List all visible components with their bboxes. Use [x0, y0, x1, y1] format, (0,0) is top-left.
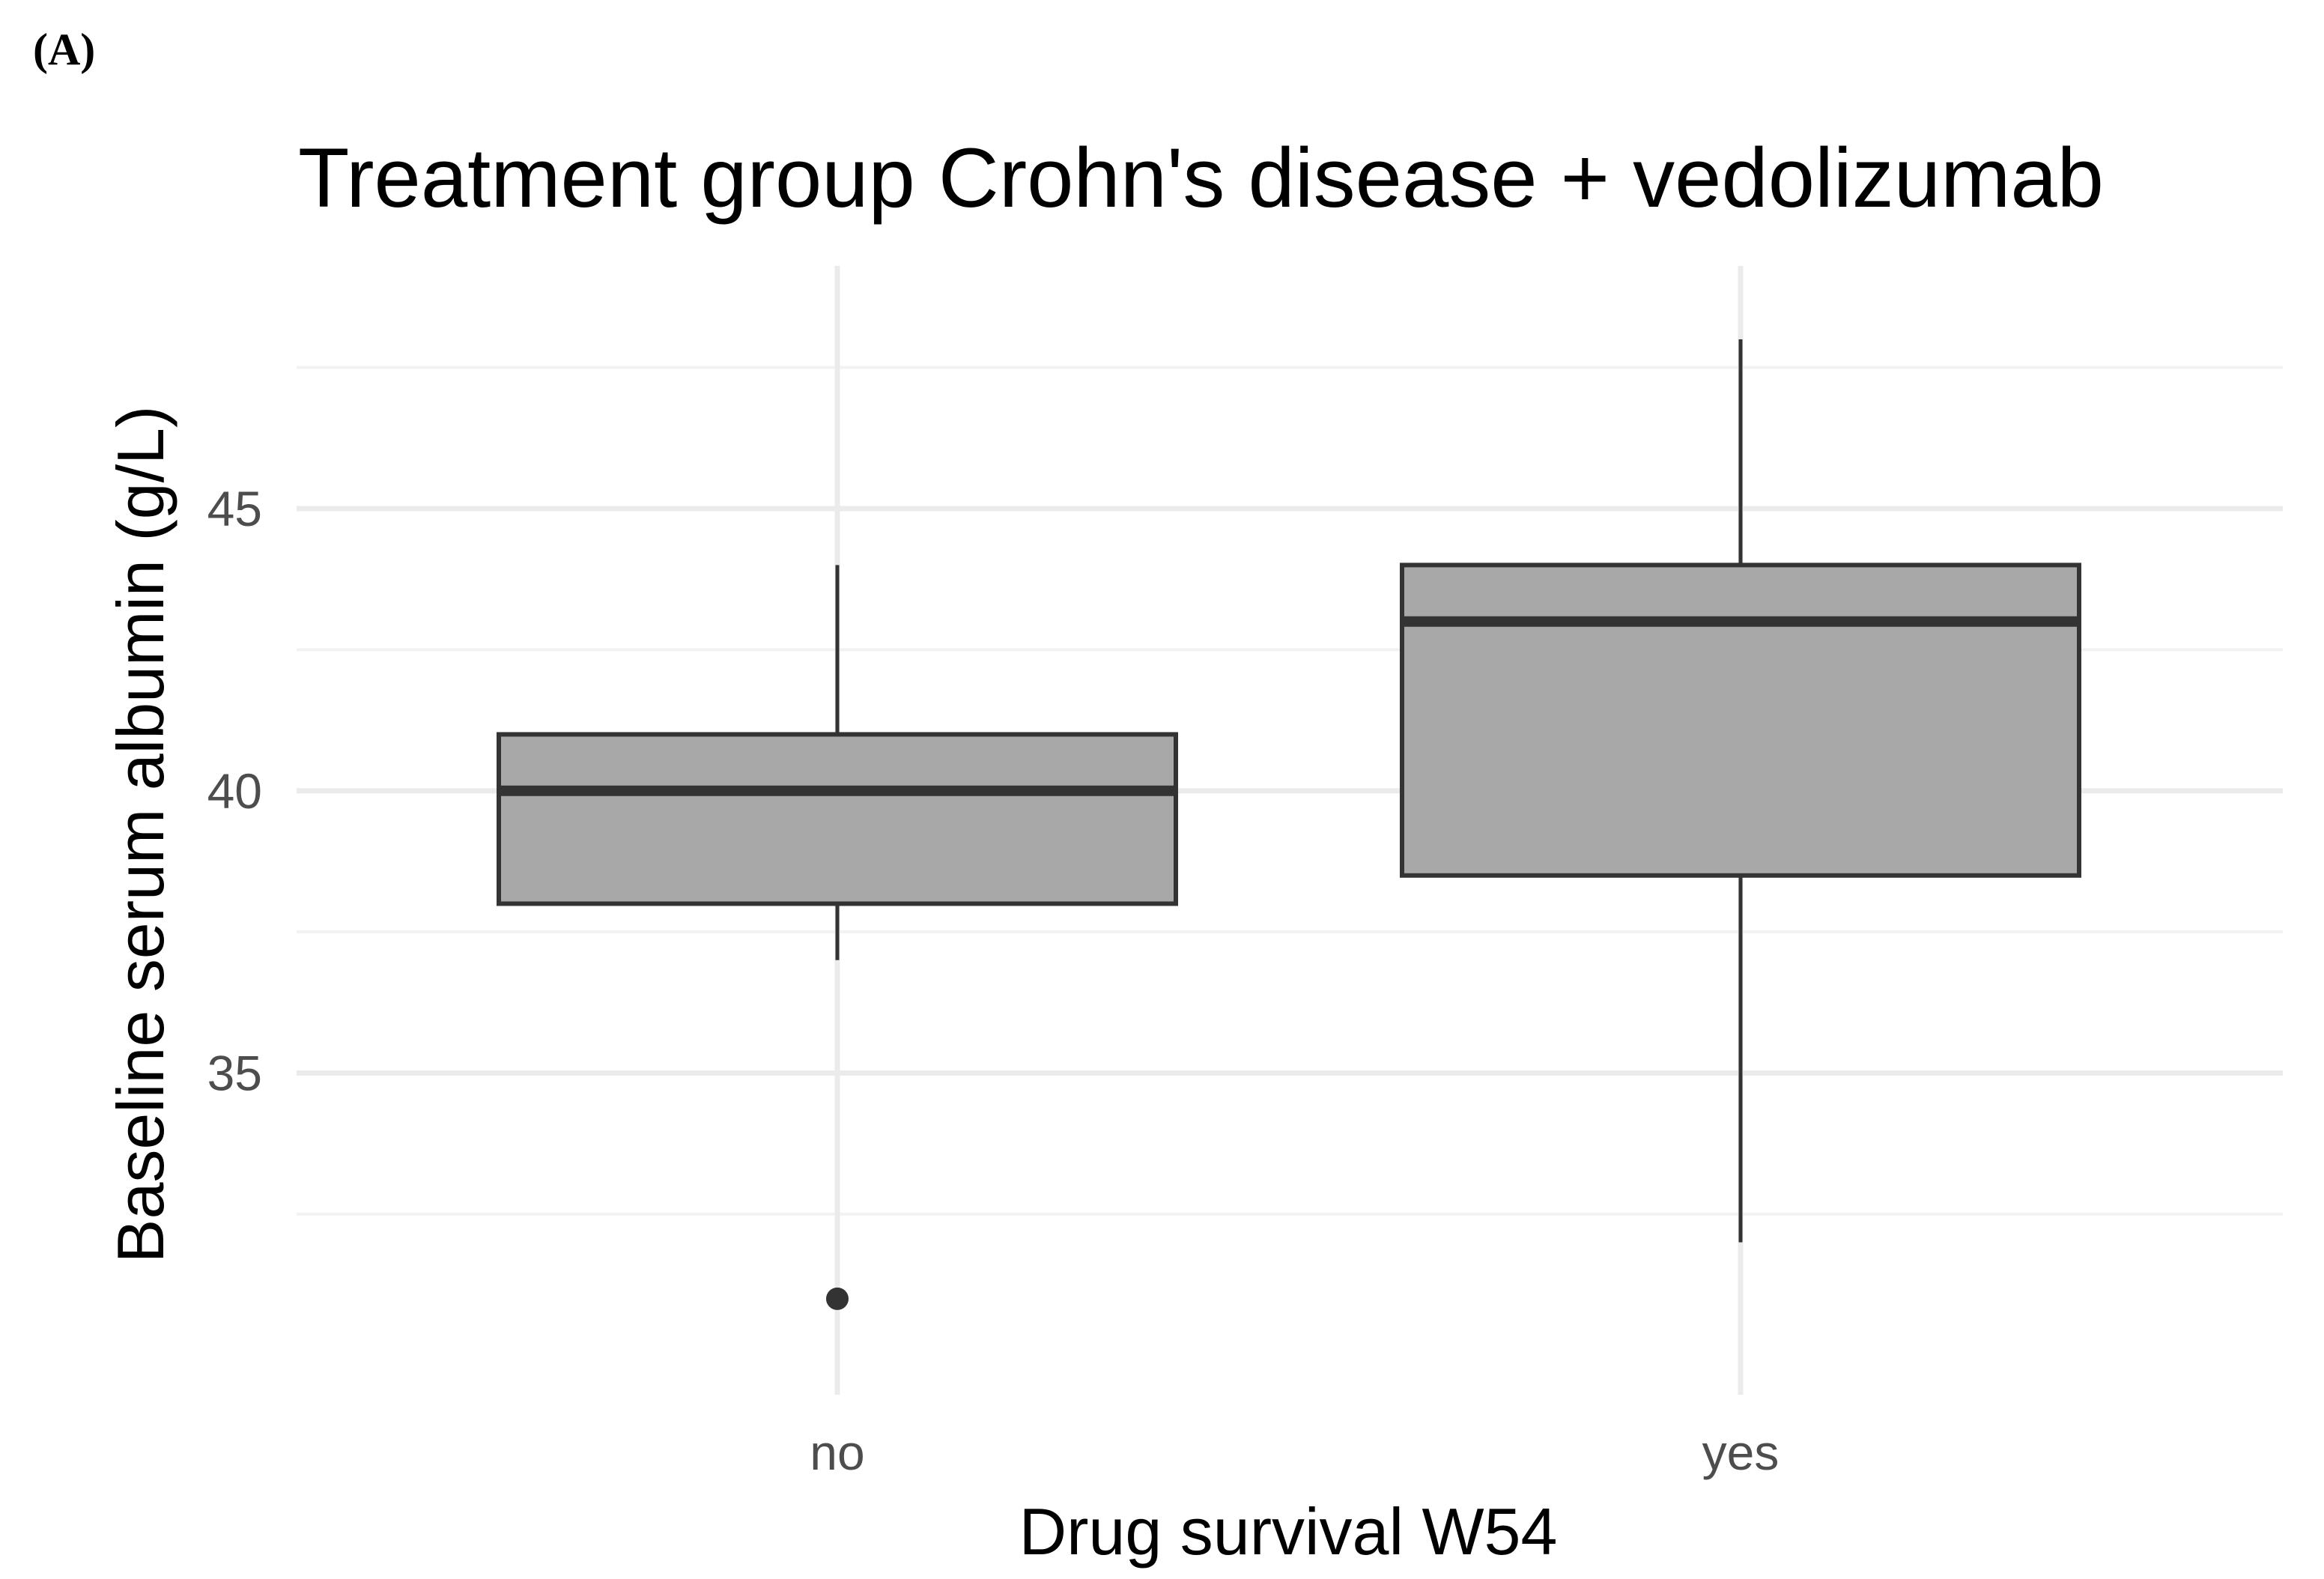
y-tick-label: 35 — [207, 1046, 262, 1101]
box-body — [1400, 563, 2081, 878]
x-axis-label: Drug survival W54 — [1019, 1494, 1558, 1569]
panel-label: (A) — [33, 25, 96, 74]
x-tick-label: no — [810, 1425, 864, 1480]
chart-title: Treatment group Crohn's disease + vedoli… — [298, 131, 2104, 225]
y-tick-label: 40 — [207, 763, 262, 819]
box-yes — [1400, 339, 2081, 1243]
box-body — [497, 732, 1178, 906]
y-axis-label: Baseline serum albumin (g/L) — [103, 406, 178, 1264]
x-tick-label: yes — [1702, 1425, 1780, 1480]
box-series — [497, 339, 2081, 1310]
y-tick-label: 45 — [207, 481, 262, 536]
x-axis-ticks: no yes — [810, 1425, 1779, 1480]
outlier-point — [826, 1287, 849, 1310]
y-axis-ticks: 35 40 45 — [207, 481, 262, 1101]
box-no — [497, 565, 1178, 1310]
